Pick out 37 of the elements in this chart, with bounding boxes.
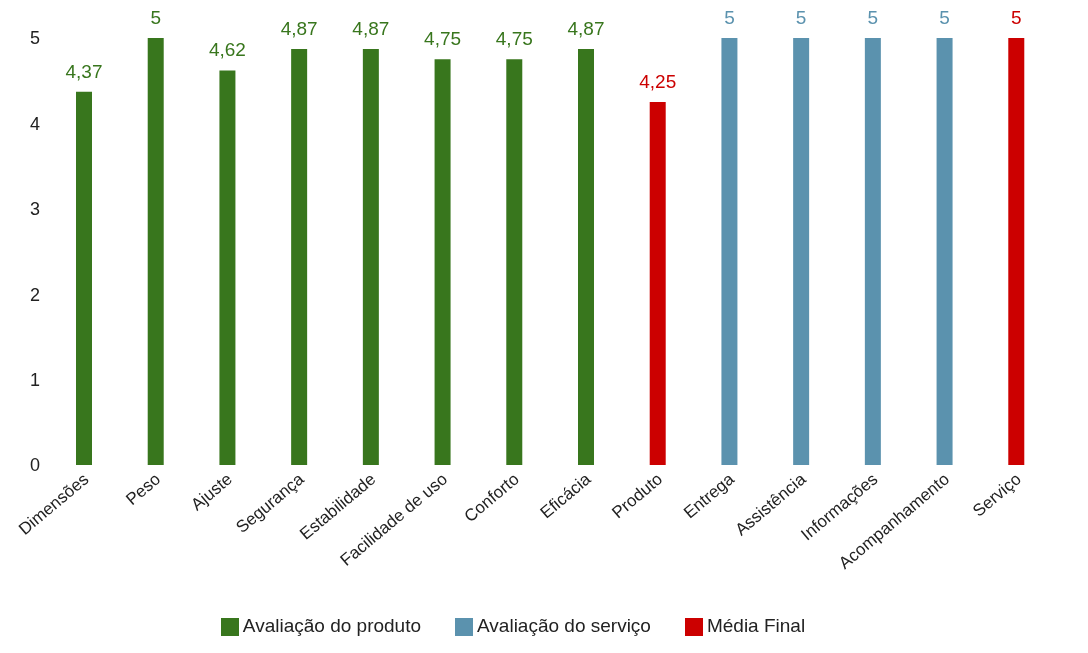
y-tick-label: 5 (29, 28, 40, 49)
bar (362, 49, 379, 465)
data-label: 4,62 (208, 39, 246, 61)
bar (291, 49, 308, 465)
data-label: 4,87 (352, 18, 390, 40)
y-tick-label: 2 (29, 284, 40, 305)
y-tick-label: 4 (29, 113, 40, 134)
data-label: 4,75 (424, 28, 462, 50)
y-tick-label: 0 (29, 455, 40, 476)
data-label: 5 (795, 7, 807, 28)
legend-label: Avaliação do produto (242, 615, 422, 636)
bar (76, 91, 92, 465)
bar (721, 38, 738, 465)
data-label: 5 (150, 7, 161, 28)
bar (936, 38, 953, 465)
legend-label: Média Final (706, 615, 806, 636)
bar (793, 38, 810, 465)
bar (147, 38, 164, 465)
data-label: 4,87 (567, 18, 605, 40)
bar (649, 102, 666, 465)
bar (864, 38, 881, 465)
bar (219, 70, 236, 465)
data-label: 4,87 (280, 18, 318, 40)
data-label: 5 (939, 7, 950, 28)
y-tick-label: 3 (29, 199, 40, 220)
data-label: 5 (1011, 7, 1022, 28)
bar (434, 59, 451, 465)
data-label: 4,75 (495, 28, 533, 50)
data-label: 4,37 (65, 60, 103, 82)
bar (578, 49, 594, 465)
data-label: 4,25 (639, 71, 677, 93)
bar (1008, 38, 1025, 465)
legend-label: Avaliação do serviço (477, 615, 651, 636)
data-label: 5 (867, 7, 879, 28)
y-tick-label: 1 (29, 369, 40, 390)
data-label: 5 (724, 7, 735, 28)
bar (506, 59, 523, 465)
